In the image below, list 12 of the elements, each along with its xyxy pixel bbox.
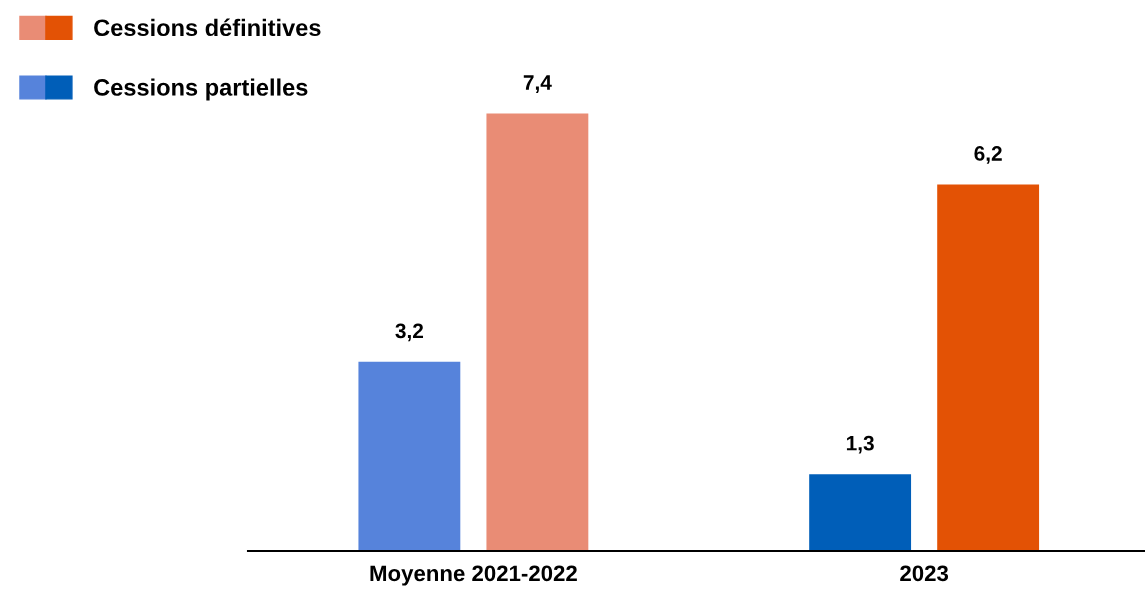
bar [358,361,461,551]
data-label: 6,2 [974,146,1002,164]
bar [937,184,1040,551]
x-tick-label: 2023 [900,565,949,582]
data-label: 7,4 [523,75,552,93]
bar [809,474,912,551]
data-label: 3,2 [395,323,424,342]
legend-label: Cessions partielles [94,78,308,101]
data-label: 1,3 [846,435,874,454]
legend-label: Cessions définitives [94,18,321,37]
bar [486,113,589,551]
x-tick-label: Moyenne 2021-2022 [370,565,577,586]
